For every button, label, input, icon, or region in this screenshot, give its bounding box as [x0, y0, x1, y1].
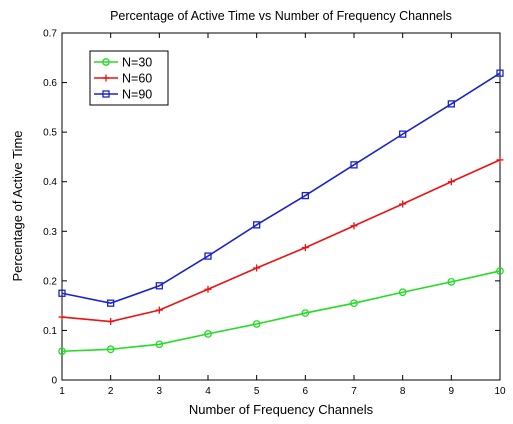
y-tick-label: 0.4: [43, 177, 57, 188]
data-point: [155, 340, 164, 349]
series-line: [61, 72, 501, 304]
data-point: [398, 288, 407, 297]
legend-entry: N=30: [94, 56, 152, 70]
data-point: [204, 330, 212, 338]
data-point: [399, 200, 407, 208]
x-tick-label: 9: [449, 386, 455, 397]
data-point: [253, 264, 261, 272]
x-tick-label: 10: [494, 386, 506, 397]
y-tick-label: 0.5: [43, 128, 57, 139]
data-point: [399, 130, 407, 138]
plot-border: [61, 32, 501, 381]
legend: N=30 N=60 N=90: [89, 50, 169, 106]
data-point: [447, 277, 456, 286]
series-n-90: [58, 69, 504, 307]
legend-marker: [102, 58, 110, 66]
data-point: [301, 244, 309, 252]
data-point: [253, 221, 261, 229]
legend-label: N=30: [122, 56, 152, 70]
x-tick-label: 6: [303, 386, 309, 397]
x-tick-label: 4: [205, 386, 211, 397]
series-line: [61, 159, 501, 323]
x-axis-label: Number of Frequency Channels: [189, 402, 374, 417]
data-point: [350, 161, 358, 169]
data-point: [204, 252, 212, 260]
y-tick-label: 0.3: [43, 227, 57, 238]
x-tick-label: 8: [400, 386, 406, 397]
series-line: [61, 270, 501, 353]
tick-labels: 1 2 3 4 5 6 7 8 9 10 0 0.1 0.2 0.3 0.4 0.5 0.6 0.7: [43, 29, 506, 398]
data-point: [252, 320, 261, 328]
series-n-30: [58, 267, 504, 356]
x-tick-label: 1: [59, 386, 65, 397]
x-tick-label: 2: [108, 386, 114, 397]
data-point: [58, 347, 66, 356]
y-tick-label: 0.1: [43, 326, 57, 337]
chart-title: Percentage of Active Time vs Number of F…: [110, 9, 452, 23]
y-tick-label: 0.6: [43, 78, 57, 89]
y-axis-label: Percentage of Active Time: [10, 130, 25, 281]
x-tick-label: 7: [351, 386, 357, 397]
data-point: [496, 156, 504, 164]
y-tick-label: 0.7: [43, 29, 57, 40]
legend-entry: N=60: [94, 72, 152, 86]
data-point: [106, 345, 115, 354]
legend-marker: [102, 90, 110, 98]
x-tick-label: 3: [157, 386, 163, 397]
data-series: [58, 69, 504, 356]
data-point: [301, 191, 309, 200]
data-point: [58, 289, 66, 297]
data-point: [107, 318, 115, 326]
data-point: [107, 299, 115, 307]
data-point: [350, 299, 358, 308]
data-point: [447, 100, 455, 108]
data-point: [204, 285, 212, 293]
series-n-60: [58, 156, 504, 326]
data-point: [496, 69, 504, 77]
data-point: [350, 222, 358, 230]
legend-entry: N=90: [94, 88, 152, 102]
data-point: [155, 282, 163, 290]
data-point: [301, 309, 310, 317]
legend-marker: [102, 74, 110, 82]
data-point: [155, 306, 163, 314]
data-point: [447, 178, 455, 186]
y-tick-label: 0: [51, 376, 57, 387]
data-point: [496, 267, 504, 275]
legend-label: N=90: [122, 88, 152, 102]
x-tick-label: 5: [254, 386, 260, 397]
y-tick-label: 0.2: [43, 276, 57, 287]
data-point: [58, 313, 66, 321]
legend-label: N=60: [122, 72, 152, 86]
